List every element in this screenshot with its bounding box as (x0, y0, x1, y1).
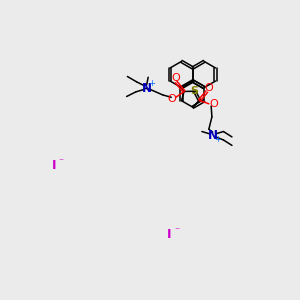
Text: O: O (209, 99, 218, 109)
Text: I: I (51, 159, 56, 172)
Text: ⁻: ⁻ (174, 226, 179, 237)
Text: +: + (214, 135, 221, 144)
Text: O: O (204, 83, 213, 93)
Text: S: S (190, 86, 199, 96)
Text: N: N (208, 129, 218, 142)
Text: O: O (168, 94, 176, 104)
Text: +: + (148, 79, 155, 88)
Text: I: I (167, 228, 171, 241)
Text: O: O (171, 73, 180, 83)
Text: ⁻: ⁻ (59, 157, 64, 167)
Text: N: N (142, 82, 152, 94)
